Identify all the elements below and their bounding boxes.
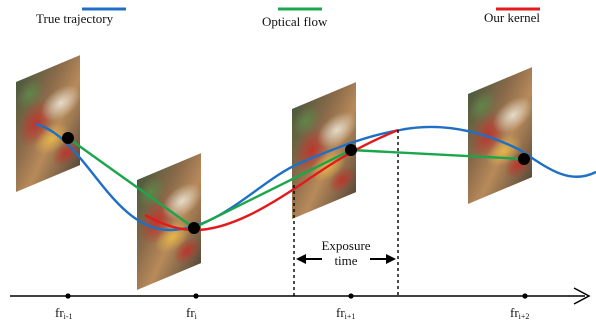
frame-point-1 xyxy=(188,222,200,234)
legend-optical-flow-label: Optical flow xyxy=(262,14,328,29)
axis-tick-3 xyxy=(522,293,528,299)
legend-true-trajectory-label: True trajectory xyxy=(36,11,114,26)
frame-image-1 xyxy=(137,152,202,290)
exposure-label-line1: Exposure xyxy=(321,238,370,253)
axis-tick-1 xyxy=(193,293,199,299)
axis-tick-2 xyxy=(348,293,354,299)
frame-point-2 xyxy=(345,144,357,156)
frame-point-0 xyxy=(62,132,74,144)
exposure-label-line2: time xyxy=(334,253,357,268)
our-kernel-curve xyxy=(144,128,399,232)
frame-label-1: fri xyxy=(186,305,198,321)
frame-image-3 xyxy=(468,66,533,204)
exposure-double-arrow xyxy=(296,254,396,264)
frame-image-0 xyxy=(16,54,81,193)
frame-label-0: fri-1 xyxy=(55,305,73,321)
axis-tick-0 xyxy=(65,293,71,299)
true-trajectory-curve xyxy=(34,122,596,232)
legend: True trajectory Optical flow Our kernel xyxy=(36,7,540,29)
arrow-right-icon xyxy=(573,287,591,305)
frame-point-3 xyxy=(518,153,530,165)
frame-label-3: fri+2 xyxy=(510,305,529,321)
optical-flow-curve xyxy=(67,137,525,230)
legend-our-kernel-label: Our kernel xyxy=(484,10,540,25)
frame-label-2: fri+1 xyxy=(336,305,355,321)
